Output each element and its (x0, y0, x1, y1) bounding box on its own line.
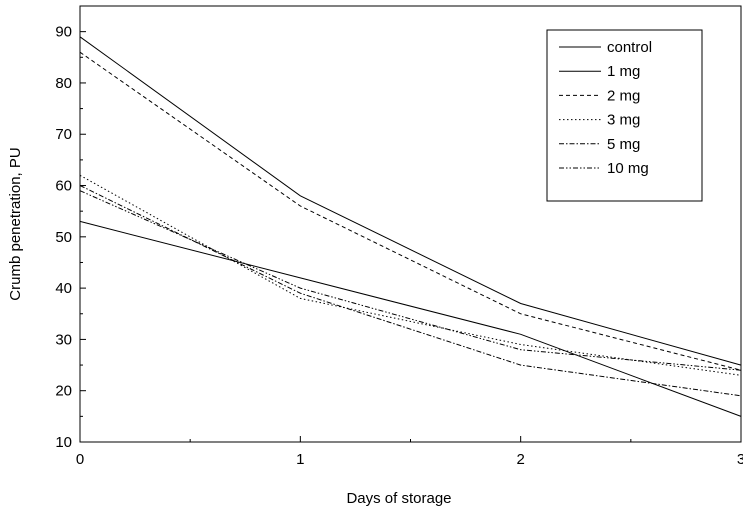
y-tick-label: 60 (55, 178, 72, 195)
x-tick-label: 2 (516, 451, 524, 468)
y-axis-title: Crumb penetration, PU (7, 147, 24, 300)
legend: control 1 mg 2 mg 3 mg 5 mg 10 mg (546, 29, 703, 202)
series-line-3-mg (79, 174, 742, 376)
y-tick-label: 40 (55, 280, 72, 297)
series-lines (79, 36, 742, 417)
legend-label: 2 mg (607, 87, 640, 104)
series-line-2-mg (79, 51, 742, 371)
legend-label: control (607, 39, 652, 56)
legend-label: 5 mg (607, 136, 640, 153)
y-tick-label: 20 (55, 383, 72, 400)
y-axis: 10 20 30 40 50 60 70 80 90 (55, 5, 86, 451)
legend-box (546, 29, 703, 202)
series-line-1-mg (79, 220, 742, 417)
legend-label: 1 mg (607, 63, 640, 80)
legend-label: 3 mg (607, 112, 640, 129)
x-tick-label: 0 (76, 451, 84, 468)
series-line-5-mg (79, 185, 742, 397)
x-tick-label: 3 (737, 451, 743, 468)
y-tick-label: 80 (55, 75, 72, 92)
x-axis-title: Days of storage (346, 490, 451, 507)
y-tick-label: 70 (55, 126, 72, 143)
y-tick-label: 30 (55, 331, 72, 348)
y-tick-label: 10 (55, 434, 72, 451)
series-line-10-mg (79, 190, 742, 371)
series-line-control (79, 36, 742, 366)
y-tick-label: 50 (55, 229, 72, 246)
legend-label: 10 mg (607, 160, 649, 177)
x-tick-label: 1 (296, 451, 304, 468)
y-tick-label: 90 (55, 24, 72, 41)
x-axis: 0 1 2 3 (76, 436, 743, 468)
